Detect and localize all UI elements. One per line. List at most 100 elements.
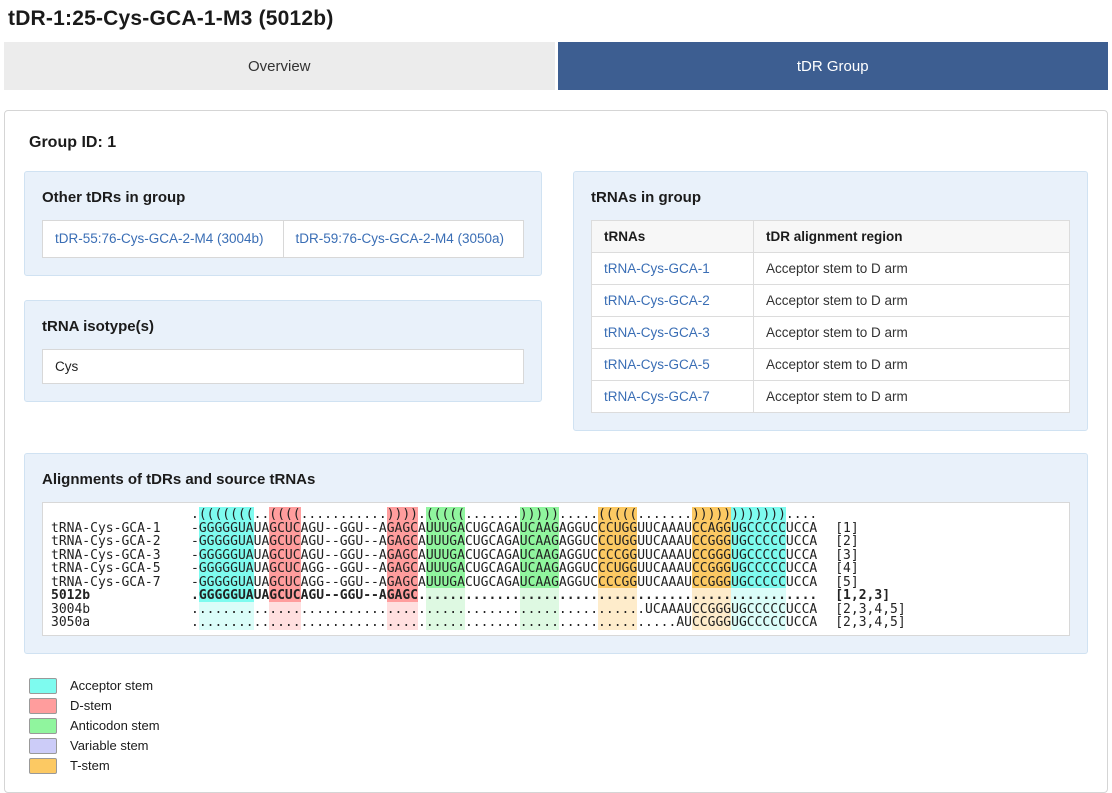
trna-name-cell: tRNA-Cys-GCA-3 [591, 316, 754, 349]
right-column: tRNAs in group tRNAs tDR alignment regio… [573, 171, 1088, 431]
legend-label: Acceptor stem [70, 678, 154, 693]
alignment-sequence: -GGGGGUAUAGCUCAGG--GGU--AGAGCAUUUGACUGCA… [191, 561, 818, 576]
legend-item: Acceptor stem [29, 676, 1088, 696]
alignment-row-annotation: [2,3,4,5] [835, 601, 906, 617]
alignment-row: tRNA-Cys-GCA-1 -GGGGGUAUAGCUCAGU--GGU--AG… [51, 520, 1061, 536]
table-row: tRNA-Cys-GCA-7 Acceptor stem to D arm [591, 380, 1070, 413]
alignment-row-annotation: [4] [835, 561, 859, 576]
legend-item: Variable stem [29, 736, 1088, 756]
alignment-view: .(((((((..((((...........)))).(((((.....… [42, 502, 1070, 636]
alignments-box: Alignments of tDRs and source tRNAs .(((… [24, 453, 1088, 654]
trnas-col-header: tRNAs [591, 220, 754, 253]
legend: Acceptor stem D-stem Anticodon stem Variabl… [29, 676, 1088, 776]
alignment-sequence: -GGGGGUAUAGCUCAGU--GGU--AGAGCAUUUGACUGCA… [191, 547, 818, 563]
legend-item: Anticodon stem [29, 716, 1088, 736]
legend-swatch [29, 737, 57, 754]
trnas-table: tRNAs tDR alignment region tRNA-Cys-GCA-… [591, 220, 1070, 413]
other-tdrs-box: Other tDRs in group tDR-55:76-Cys-GCA-2-… [24, 171, 542, 276]
alignment-row: 3050a...................................… [51, 615, 1061, 630]
legend-label: Anticodon stem [70, 718, 160, 733]
alignment-structure-row: .(((((((..((((...........)))).(((((.....… [51, 507, 1061, 522]
alignment-row: tRNA-Cys-GCA-3 -GGGGGUAUAGCUCAGU--GGU--AG… [51, 547, 1061, 563]
group-id-label: Group ID: 1 [29, 134, 117, 151]
alignment-region-cell: Acceptor stem to D arm [753, 316, 1070, 349]
left-column: Other tDRs in group tDR-55:76-Cys-GCA-2-… [24, 171, 542, 402]
legend-item: T-stem [29, 756, 1088, 776]
alignment-region-col-header: tDR alignment region [753, 220, 1070, 253]
alignment-row: tRNA-Cys-GCA-5 -GGGGGUAUAGCUCAGG--GGU--AG… [51, 561, 1061, 576]
table-row: tRNA-Cys-GCA-2 Acceptor stem to D arm [591, 284, 1070, 317]
alignment-region-cell: Acceptor stem to D arm [753, 284, 1070, 317]
alignments-title: Alignments of tDRs and source tRNAs [42, 471, 316, 488]
legend-item: D-stem [29, 696, 1088, 716]
other-tdr-link-1[interactable]: tDR-55:76-Cys-GCA-2-M4 (3004b) [55, 231, 264, 246]
trnas-box: tRNAs in group tRNAs tDR alignment regio… [573, 171, 1088, 431]
alignment-row: 3004b...................................… [51, 601, 1061, 617]
table-row: tRNA-Cys-GCA-1 Acceptor stem to D arm [591, 252, 1070, 285]
alignment-sequence: -GGGGGUAUAGCUCAGU--GGU--AGAGCAUUUGACUGCA… [191, 520, 818, 536]
alignment-row-label [51, 508, 191, 522]
alignment-row-annotation: [5] [835, 574, 859, 590]
alignment-sequence: ........................................… [191, 615, 818, 630]
trna-link[interactable]: tRNA-Cys-GCA-1 [604, 261, 710, 276]
other-tdr-link-2[interactable]: tDR-59:76-Cys-GCA-2-M4 (3050a) [295, 231, 505, 246]
trnas-table-header-row: tRNAs tDR alignment region [591, 220, 1070, 253]
tab-overview[interactable]: Overview [4, 42, 555, 90]
trna-name-cell: tRNA-Cys-GCA-1 [591, 252, 754, 285]
trna-name-cell: tRNA-Cys-GCA-5 [591, 348, 754, 381]
alignment-row-annotation: [1,2,3] [835, 588, 891, 603]
alignment-sequence: .(((((((..((((...........)))).(((((.....… [191, 507, 818, 522]
other-tdrs-title: Other tDRs in group [42, 189, 186, 206]
other-tdrs-link-row: tDR-55:76-Cys-GCA-2-M4 (3004b) tDR-59:76… [42, 220, 524, 258]
alignment-region-cell: Acceptor stem to D arm [753, 348, 1070, 381]
page-title: tDR-1:25-Cys-GCA-1-M3 (5012b) [8, 7, 334, 30]
table-row: tRNA-Cys-GCA-3 Acceptor stem to D arm [591, 316, 1070, 349]
alignment-row: tRNA-Cys-GCA-2 -GGGGGUAUAGCUCAGU--GGU--AG… [51, 534, 1061, 549]
alignment-row-annotation: [3] [835, 547, 859, 563]
trna-link[interactable]: tRNA-Cys-GCA-2 [604, 293, 710, 308]
alignment-sequence: -GGGGGUAUAGCUCAGU--GGU--AGAGCAUUUGACUGCA… [191, 534, 818, 549]
tab-bar: Overview tDR Group [4, 42, 1108, 90]
alignment-row-annotation: [2] [835, 534, 859, 549]
alignment-row: 5012b .GGGGGUAUAGCUCAGU--GGU--AGAGC......… [51, 588, 1061, 603]
trna-link[interactable]: tRNA-Cys-GCA-3 [604, 325, 710, 340]
legend-swatch [29, 697, 57, 714]
isotype-value: Cys [42, 349, 524, 384]
isotype-title: tRNA isotype(s) [42, 318, 154, 335]
alignment-row-label: 5012b [51, 588, 91, 603]
legend-swatch [29, 677, 57, 694]
main-panel: Group ID: 1 Other tDRs in group tDR-55:7… [4, 110, 1108, 793]
trnas-title: tRNAs in group [591, 189, 701, 206]
alignment-sequence: ........................................… [191, 601, 818, 617]
legend-label: D-stem [70, 698, 112, 713]
trna-name-cell: tRNA-Cys-GCA-7 [591, 380, 754, 413]
legend-label: Variable stem [70, 738, 149, 753]
legend-swatch [29, 717, 57, 734]
alignment-row-label: tRNA-Cys-GCA-7 [51, 574, 161, 590]
legend-swatch [29, 757, 57, 774]
tab-tdr-group[interactable]: tDR Group [557, 42, 1108, 90]
alignment-row-label: tRNA-Cys-GCA-5 [51, 561, 161, 576]
alignment-row-annotation: [1] [835, 520, 859, 536]
isotype-box: tRNA isotype(s) Cys [24, 300, 542, 402]
table-row: tRNA-Cys-GCA-5 Acceptor stem to D arm [591, 348, 1070, 381]
trna-name-cell: tRNA-Cys-GCA-2 [591, 284, 754, 317]
legend-label: T-stem [70, 758, 110, 773]
page: tDR-1:25-Cys-GCA-1-M3 (5012b) Overview t… [0, 7, 1112, 793]
alignment-region-cell: Acceptor stem to D arm [753, 252, 1070, 285]
alignment-row-annotation: [2,3,4,5] [835, 615, 906, 630]
alignment-row-label: 3050a [51, 615, 91, 630]
alignment-row-label: tRNA-Cys-GCA-1 [51, 520, 161, 536]
alignment-row-label: tRNA-Cys-GCA-3 [51, 547, 161, 563]
other-tdr-cell-1: tDR-55:76-Cys-GCA-2-M4 (3004b) [43, 221, 283, 257]
other-tdr-cell-2: tDR-59:76-Cys-GCA-2-M4 (3050a) [282, 221, 524, 257]
alignment-row-label: tRNA-Cys-GCA-2 [51, 534, 161, 549]
alignment-sequence: -GGGGGUAUAGCUCAGG--GGU--AGAGCAUUUGACUGCA… [191, 574, 818, 590]
alignment-row-label: 3004b [51, 601, 91, 617]
trna-link[interactable]: tRNA-Cys-GCA-7 [604, 389, 710, 404]
alignment-sequence: .GGGGGUAUAGCUCAGU--GGU--AGAGC...........… [191, 588, 818, 603]
columns: Other tDRs in group tDR-55:76-Cys-GCA-2-… [24, 171, 1088, 431]
trna-link[interactable]: tRNA-Cys-GCA-5 [604, 357, 710, 372]
alignment-row: tRNA-Cys-GCA-7 -GGGGGUAUAGCUCAGG--GGU--AG… [51, 574, 1061, 590]
alignment-region-cell: Acceptor stem to D arm [753, 380, 1070, 413]
